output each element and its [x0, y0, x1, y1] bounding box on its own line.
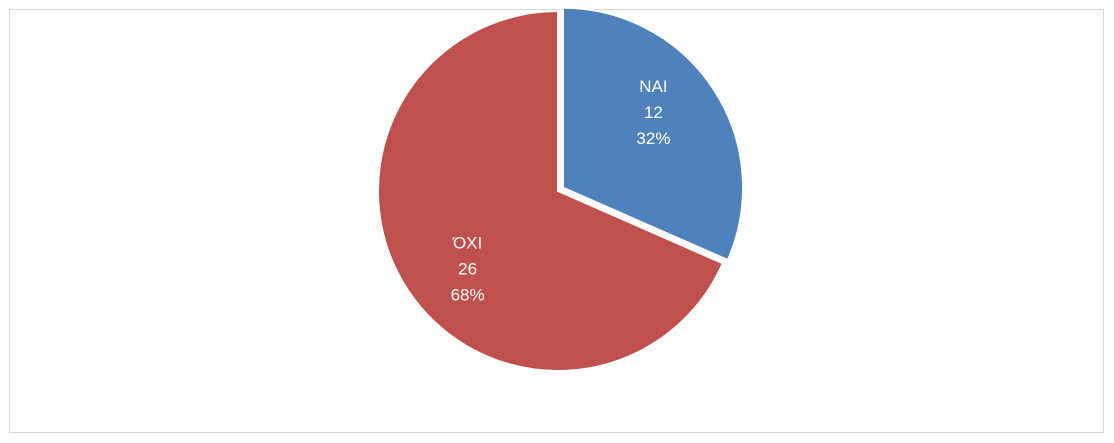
value-label: 26 — [458, 260, 477, 279]
slice-label: ΝΑΙ — [639, 77, 667, 96]
value-label: 12 — [644, 103, 663, 122]
slice-label: ΌΧΙ — [452, 234, 482, 253]
percent-label: 32% — [636, 129, 670, 148]
pie-slice — [562, 6, 744, 262]
pie-slice — [377, 9, 725, 372]
percent-label: 68% — [451, 286, 485, 305]
